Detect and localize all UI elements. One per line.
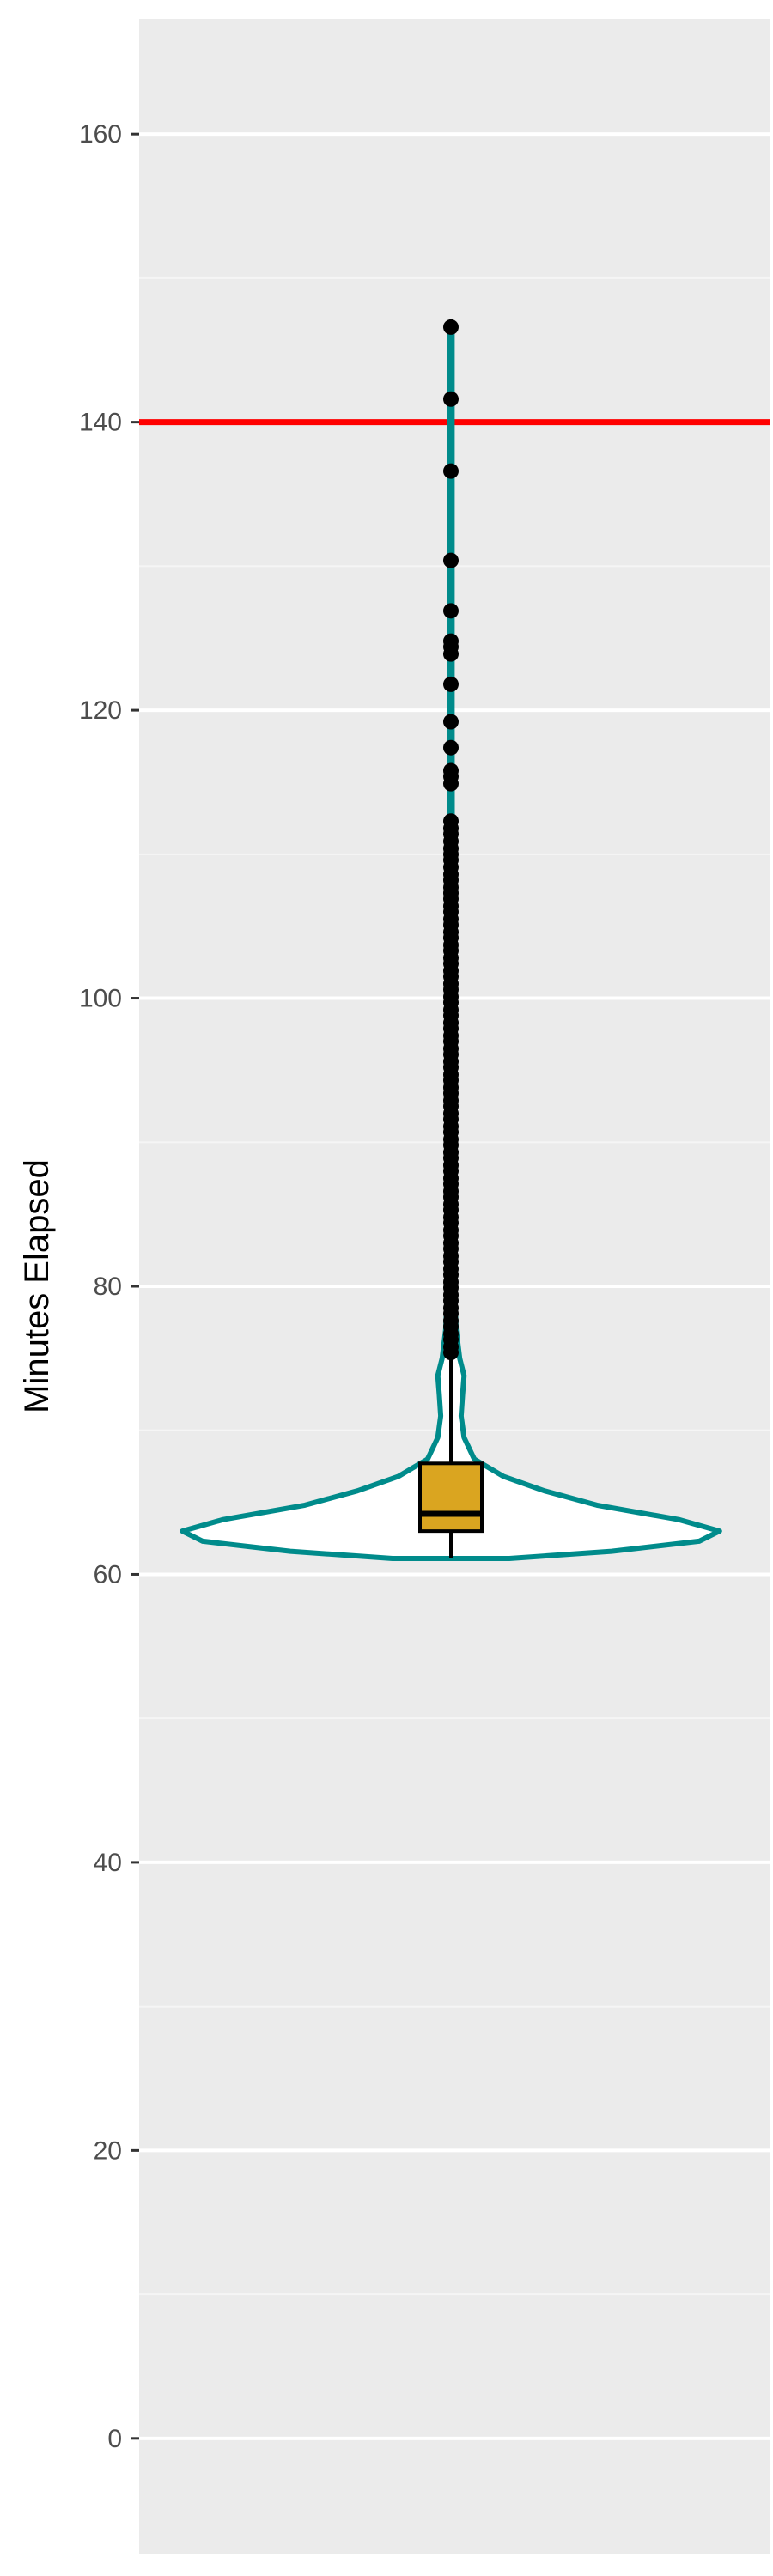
boxplot-layer [418, 1358, 484, 1559]
outlier-point [443, 1345, 459, 1361]
y-tick-label: 20 [94, 2136, 122, 2165]
y-tick-label: 60 [94, 1560, 122, 1589]
y-tick-label: 40 [94, 1849, 122, 1877]
outlier-point [443, 603, 459, 619]
y-axis: 0 20 40 60 80 100 120 140 160 [79, 120, 139, 2453]
y-tick-label: 140 [79, 409, 122, 437]
y-tick-label: 160 [79, 120, 122, 149]
outlier-point [443, 646, 459, 662]
outlier-point [443, 739, 459, 756]
outlier-point [443, 676, 459, 692]
box-iqr [418, 1461, 484, 1534]
y-tick-label: 100 [79, 985, 122, 1013]
outlier-point [443, 552, 459, 568]
y-tick-label: 80 [94, 1273, 122, 1301]
outlier-point [443, 714, 459, 730]
outlier-point [443, 463, 459, 479]
y-tick-label: 120 [79, 696, 122, 725]
outlier-point [443, 319, 459, 335]
outlier-points [443, 319, 459, 1361]
y-tick-label: 0 [107, 2425, 122, 2453]
outlier-point [443, 775, 459, 792]
outlier-point [443, 391, 459, 407]
y-axis-title: Minutes Elapsed [18, 1159, 56, 1413]
